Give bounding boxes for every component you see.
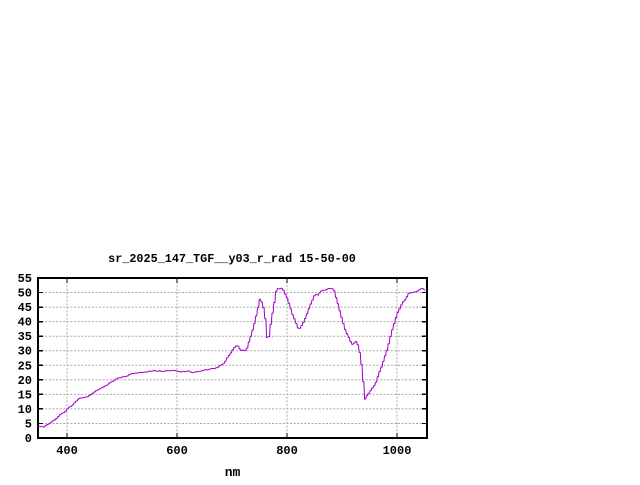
svg-text:800: 800 xyxy=(276,444,298,458)
svg-text:55: 55 xyxy=(18,272,32,286)
svg-text:25: 25 xyxy=(18,359,32,373)
svg-text:1000: 1000 xyxy=(383,444,412,458)
svg-text:10: 10 xyxy=(18,403,32,417)
svg-text:600: 600 xyxy=(166,444,188,458)
svg-text:0: 0 xyxy=(25,432,32,446)
svg-text:sr_2025_147_TGF__y03_r_rad 15-: sr_2025_147_TGF__y03_r_rad 15-50-00 xyxy=(108,252,356,266)
svg-text:20: 20 xyxy=(18,374,32,388)
svg-text:30: 30 xyxy=(18,345,32,359)
svg-text:45: 45 xyxy=(18,301,32,315)
svg-text:400: 400 xyxy=(56,444,78,458)
svg-text:5: 5 xyxy=(25,418,32,432)
svg-text:nm: nm xyxy=(225,465,241,480)
svg-text:35: 35 xyxy=(18,330,32,344)
svg-text:50: 50 xyxy=(18,287,32,301)
svg-text:15: 15 xyxy=(18,388,32,402)
svg-text:40: 40 xyxy=(18,316,32,330)
